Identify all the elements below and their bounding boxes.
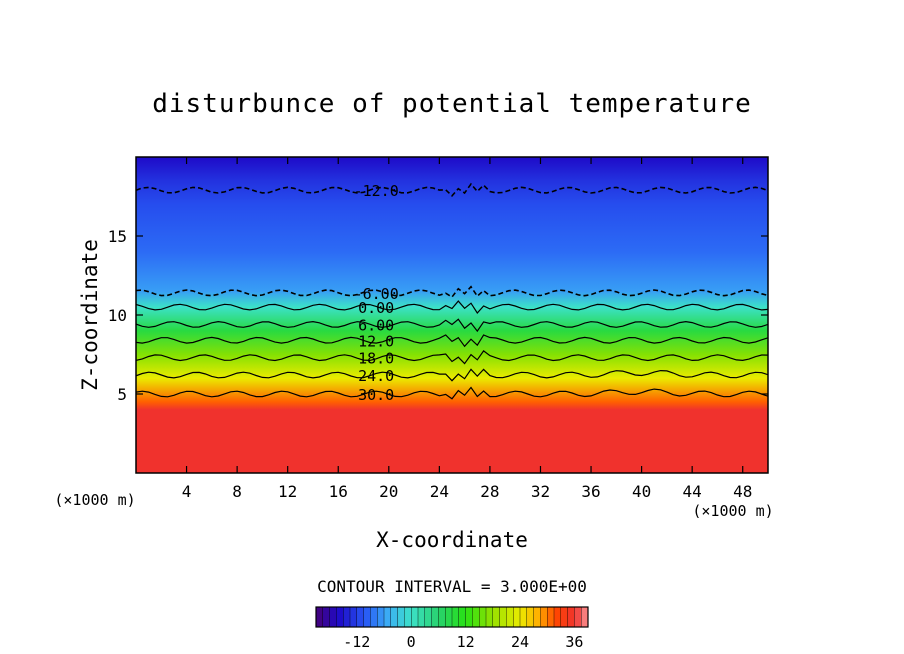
contour-lines (136, 182, 768, 400)
x-tick-label-11: 48 (733, 482, 752, 501)
colorbar-tick-label-2: 12 (457, 633, 475, 651)
colorbar-tick-label-3: 24 (511, 633, 529, 651)
colorbar-cell-36 (560, 606, 569, 628)
x-tick-label-7: 32 (531, 482, 550, 501)
x-axis: 4 8 12 16 20 24 28 32 36 40 44 48 (182, 157, 752, 501)
x-tick-label-6: 28 (480, 482, 499, 501)
colorbar-cell-9 (377, 606, 385, 628)
colorbar-cell-7 (363, 606, 371, 628)
colorbar-cell-38 (574, 606, 582, 628)
colorbar-tick-label-0: -12 (343, 633, 370, 651)
contour-line-2 (136, 300, 768, 314)
y-tick-label-2: 15 (108, 227, 127, 246)
z-unit-right: (×1000 m) (692, 502, 773, 520)
x-tick-label-2: 12 (278, 482, 297, 501)
x-tick-label-0: 4 (182, 482, 192, 501)
contour-label-3: 6.00 (358, 316, 394, 334)
contour-line-7 (136, 386, 768, 400)
contour-line-0 (136, 182, 768, 197)
colorbar-cell-17 (431, 606, 439, 628)
colorbar-cell-24 (479, 606, 487, 628)
colorbar-cell-39 (581, 606, 589, 628)
contour-line-3 (136, 318, 768, 333)
colorbar-cell-6 (356, 606, 365, 628)
x-axis-label: X-coordinate (376, 528, 528, 552)
x-tick-label-5: 24 (430, 482, 449, 501)
colorbar-cell-20 (451, 606, 460, 628)
y-tick-label-0: 5 (117, 385, 127, 404)
chart-title: disturbunce of potential temperature (152, 89, 752, 119)
colorbar-cell-2 (329, 606, 337, 628)
contour-label-4: 12.0 (358, 332, 394, 350)
contour-line-1 (136, 285, 768, 299)
colorbar-cell-10 (383, 606, 392, 628)
contour-label-5: 18.0 (358, 350, 394, 368)
contour-label-7: 30.0 (358, 386, 394, 404)
x-tick-label-4: 20 (379, 482, 398, 501)
colorbar-cell-33 (540, 606, 548, 628)
x-unit-left: (×1000 m) (54, 491, 135, 509)
colorbar-cell-31 (526, 606, 535, 628)
colorbar-cell-27 (499, 606, 507, 628)
colorbar-cell-11 (390, 606, 399, 628)
colorbar-cell-34 (547, 606, 555, 628)
colorbar-cell-16 (424, 606, 433, 628)
colorbar-cell-37 (567, 606, 575, 628)
contour-label-0: -12.0 (354, 182, 399, 200)
colorbar-cell-29 (513, 606, 521, 628)
colorbar-cell-26 (492, 606, 501, 628)
colorbar-cell-18 (438, 606, 446, 628)
contour-interval-text: CONTOUR INTERVAL = 3.000E+00 (317, 577, 587, 596)
colorbar-cell-15 (417, 606, 426, 628)
x-tick-label-3: 16 (329, 482, 348, 501)
colorbar-cell-1 (322, 606, 331, 628)
contour-line-4 (136, 334, 768, 348)
colorbar-cell-23 (472, 606, 480, 628)
y-axis-label: Z-coordinate (78, 239, 102, 391)
colorbar-cell-30 (519, 606, 528, 628)
y-axis: 5 10 15 (108, 227, 768, 404)
x-tick-label-10: 44 (683, 482, 702, 501)
colorbar-cell-5 (349, 606, 358, 628)
contour-label-6: 24.0 (358, 367, 394, 385)
colorbar-cell-12 (397, 606, 405, 628)
x-tick-label-1: 8 (232, 482, 242, 501)
colorbar-cell-3 (336, 606, 344, 628)
contour-line-5 (136, 350, 768, 365)
contour-label-2: 0.00 (358, 299, 394, 317)
colorbar-cell-14 (411, 606, 419, 628)
colorbar: -12 0 12 24 36 (315, 606, 589, 651)
colorbar-cell-32 (533, 606, 541, 628)
colorbar-cell-8 (370, 606, 378, 628)
colorbar-cell-35 (553, 606, 562, 628)
contour-label-1: -6.00 (354, 285, 399, 303)
colorbar-cell-4 (343, 606, 351, 628)
contour-line-6 (136, 368, 768, 382)
x-tick-label-8: 36 (581, 482, 600, 501)
colorbar-cell-19 (445, 606, 453, 628)
colorbar-cell-0 (315, 606, 324, 628)
colorbar-cell-21 (458, 606, 467, 628)
colorbar-tick-label-1: 0 (407, 633, 416, 651)
colorbar-tick-label-4: 36 (565, 633, 583, 651)
colorbar-cell-25 (485, 606, 494, 628)
colorbar-cell-28 (506, 606, 514, 628)
colorbar-frame (315, 606, 589, 628)
x-tick-label-9: 40 (632, 482, 651, 501)
colorbar-cell-22 (465, 606, 473, 628)
y-tick-label-1: 10 (108, 306, 127, 325)
colorbar-cell-13 (404, 606, 412, 628)
temperature-field (136, 157, 768, 473)
